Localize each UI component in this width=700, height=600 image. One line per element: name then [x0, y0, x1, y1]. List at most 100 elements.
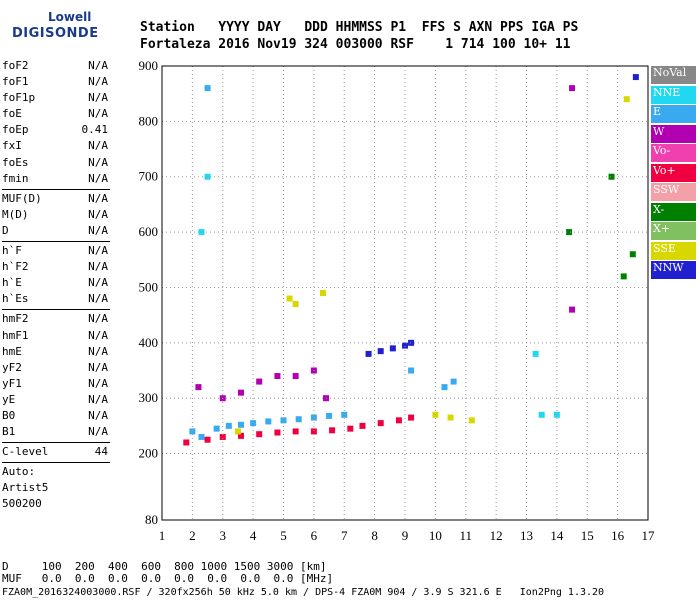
param-value: N/A [88, 260, 108, 274]
echo-point [256, 378, 263, 385]
legend-item: Vo- [651, 144, 696, 162]
y-tick-label: 700 [139, 169, 159, 184]
y-tick-label: 900 [139, 58, 159, 73]
echo-point [292, 428, 299, 435]
param-name: h`Es [2, 292, 29, 306]
c-level-value: 44 [94, 445, 108, 459]
echo-point [569, 85, 576, 92]
divider [2, 462, 110, 464]
param-row-md: M(D) N/A [2, 207, 110, 223]
param-row-fof1: foF1 N/A [2, 74, 110, 90]
echo-point [280, 417, 287, 424]
param-value: N/A [88, 344, 108, 358]
x-tick-label: 16 [611, 528, 625, 543]
param-value: N/A [88, 191, 108, 205]
echo-point [219, 433, 226, 440]
param-row-hes: h`Es N/A [2, 291, 110, 307]
param-name: MUF(D) [2, 191, 42, 205]
param-row-yf2: yF2 N/A [2, 360, 110, 376]
parameter-group-muf: MUF(D) N/A M(D) N/A D N/A [2, 191, 110, 239]
param-row-he: h`E N/A [2, 275, 110, 291]
legend-item: X- [651, 202, 696, 221]
parameter-group-critical-freqs: foF2 N/A foF1 N/A foF1p N/A foE N/A foEp 0.41 fxI N… [2, 58, 110, 187]
echo-point [198, 229, 205, 236]
param-value: N/A [88, 360, 108, 374]
header-labels: Station YYYY DAY DDD HHMMSS P1 FFS S AXN… [140, 20, 579, 35]
param-value: N/A [88, 139, 108, 153]
legend-item: NNE [651, 85, 696, 104]
echo-point [408, 367, 415, 374]
echo-point [447, 414, 454, 421]
auto-software: Artist5 [2, 481, 49, 495]
param-row-ye: yE N/A [2, 392, 110, 408]
chart-grid [162, 66, 648, 520]
echo-point [250, 420, 257, 427]
param-name: yF1 [2, 376, 22, 390]
param-name: foF1p [2, 91, 36, 105]
x-tick-label: 15 [581, 528, 594, 543]
echo-point [274, 373, 281, 380]
x-tick-label: 10 [429, 528, 442, 543]
x-tick-label: 11 [459, 528, 472, 543]
param-value: N/A [88, 425, 108, 439]
auto-version: 500200 [2, 497, 42, 511]
echo-point [377, 348, 384, 355]
divider [2, 188, 110, 190]
x-axis-frequency: 1 2 3 4 5 6 7 8 9 10 11 12 13 14 15 16 17 [159, 528, 655, 543]
param-value: N/A [88, 328, 108, 342]
param-value: N/A [88, 292, 108, 306]
legend-item: SSE [651, 241, 696, 260]
polarization-legend: NoVal NNE E W Vo- Vo+ SSW X- X+ SSE NNW [651, 66, 696, 281]
echo-point [629, 251, 636, 258]
echo-point [326, 412, 333, 419]
legend-item: W [651, 124, 696, 143]
divider [2, 442, 110, 444]
echo-point [286, 295, 293, 302]
param-value: N/A [88, 276, 108, 290]
footer-d-row: D 100 200 400 600 800 1000 1500 3000 [km… [2, 560, 327, 573]
y-axis-height: 80 200 300 400 500 600 700 800 900 [139, 58, 159, 527]
x-tick-label: 3 [220, 528, 227, 543]
param-name: hmF2 [2, 312, 29, 326]
x-tick-label: 1 [159, 528, 166, 543]
x-tick-label: 2 [189, 528, 196, 543]
echo-point [195, 384, 202, 391]
scaled-parameters-panel: foF2 N/A foF1 N/A foF1p N/A foE N/A foEp 0.41 fxI N… [2, 58, 110, 512]
c-level-label: C-level [2, 445, 49, 459]
param-value: N/A [88, 312, 108, 326]
echo-point [408, 414, 415, 421]
echo-point [310, 414, 317, 421]
x-tick-label: 13 [520, 528, 533, 543]
echo-point [265, 418, 272, 425]
echo-point [237, 389, 244, 396]
echo-point [213, 425, 220, 432]
ionogram-echo-traces [183, 74, 639, 446]
param-value: N/A [88, 223, 108, 237]
parameter-group-virtual-heights: h`F N/A h`F2 N/A h`E N/A h`Es N/A [2, 243, 110, 307]
echo-point [620, 273, 627, 280]
echo-point [538, 411, 545, 418]
echo-point [204, 85, 211, 92]
echo-point [408, 339, 415, 346]
param-value: N/A [88, 155, 108, 169]
plot-frame [161, 65, 649, 521]
param-name: M(D) [2, 207, 29, 221]
logo-top-text: Lowell [48, 10, 92, 24]
param-value: N/A [88, 107, 108, 121]
echo-point [189, 428, 196, 435]
param-row-mufd: MUF(D) N/A [2, 191, 110, 207]
y-tick-label: 800 [139, 113, 159, 128]
param-row-foep: foEp 0.41 [2, 122, 110, 138]
param-name: h`F [2, 244, 22, 258]
param-row-fxi: fxI N/A [2, 138, 110, 154]
echo-point [569, 306, 576, 313]
echo-point [395, 417, 402, 424]
echo-point [256, 431, 263, 438]
echo-point [295, 416, 302, 423]
echo-point [450, 378, 457, 385]
legend-item: SSW [651, 183, 696, 201]
param-name: fmin [2, 171, 29, 185]
echo-point [237, 432, 244, 439]
param-row-fof1p: foF1p N/A [2, 90, 110, 106]
param-name: foEp [2, 123, 29, 137]
